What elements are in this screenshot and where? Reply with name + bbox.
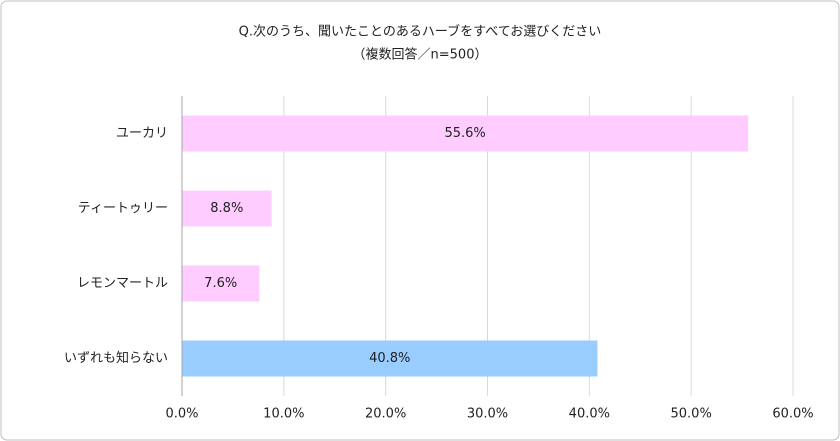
bar bbox=[182, 340, 598, 377]
bar bbox=[182, 115, 749, 152]
y-tick-label: ユーカリ bbox=[116, 126, 168, 141]
x-tick-label: 40.0% bbox=[569, 407, 610, 422]
x-tick-label: 20.0% bbox=[365, 407, 406, 422]
bar bbox=[182, 190, 272, 227]
x-tick-label: 30.0% bbox=[467, 407, 508, 422]
value-label: 55.6% bbox=[444, 126, 485, 141]
value-label: 40.8% bbox=[369, 351, 410, 366]
chart-title: Q.次のうち、聞いたことのあるハーブをすべてお選びください bbox=[239, 24, 602, 40]
value-label: 8.8% bbox=[210, 201, 243, 216]
y-tick-label: ティートゥリー bbox=[78, 201, 168, 216]
x-tick-label: 60.0% bbox=[772, 407, 813, 422]
x-tick-label: 50.0% bbox=[671, 407, 712, 422]
x-tick-label: 10.0% bbox=[263, 407, 304, 422]
bar bbox=[182, 265, 260, 302]
value-label: 7.6% bbox=[204, 276, 237, 291]
y-tick-label: いずれも知らない bbox=[64, 350, 168, 366]
chart-subtitle: （複数回答／n=500） bbox=[353, 47, 488, 63]
x-tick-label: 0.0% bbox=[165, 407, 198, 422]
y-tick-label: レモンマートル bbox=[77, 276, 168, 291]
